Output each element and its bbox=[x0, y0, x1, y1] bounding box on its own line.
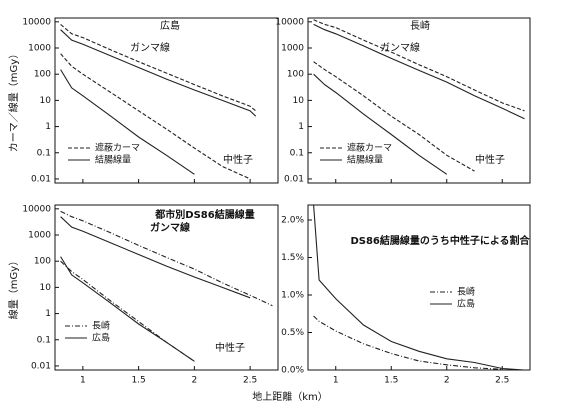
x-tick-label: 2.5 bbox=[495, 376, 509, 386]
x-tick-label: 1.5 bbox=[131, 376, 145, 386]
y-axis-label: カーマ／線量（mGy） bbox=[7, 49, 20, 152]
annotation: 中性子 bbox=[475, 153, 505, 166]
y-tick-label: 0.1 bbox=[290, 148, 304, 158]
series-line bbox=[313, 315, 503, 370]
y-tick-label: 2.0% bbox=[281, 216, 304, 226]
series-line bbox=[313, 205, 525, 370]
series-line bbox=[60, 216, 251, 299]
legend-label: 遮蔽カーマ bbox=[347, 142, 392, 154]
y-tick-label: 10000 bbox=[22, 17, 51, 27]
legend-label: 広島 bbox=[457, 298, 475, 310]
y-tick-label: 10 bbox=[40, 96, 52, 106]
y-tick-label: 0.1 bbox=[37, 335, 51, 345]
x-tick-label: 2.5 bbox=[243, 376, 257, 386]
annotation: ガンマ線 bbox=[380, 41, 420, 54]
plot-frame bbox=[307, 204, 531, 371]
x-tick-label: 1 bbox=[333, 376, 339, 386]
annotation: 中性子 bbox=[215, 341, 245, 354]
y-tick-label: 100 bbox=[34, 257, 51, 267]
y-tick-label: 0.01 bbox=[284, 174, 304, 184]
y-tick-label: 100 bbox=[34, 70, 51, 80]
legend-label: 長崎 bbox=[92, 320, 110, 332]
y-tick-label: 0.0% bbox=[281, 366, 304, 376]
y-tick-label: 1.5% bbox=[281, 253, 304, 263]
series-line bbox=[313, 23, 525, 120]
y-tick-label: 10000 bbox=[22, 204, 51, 214]
y-tick-label: 100 bbox=[287, 70, 304, 80]
series-line bbox=[60, 210, 273, 307]
series-line bbox=[313, 19, 525, 112]
y-tick-label: 1000 bbox=[281, 44, 304, 54]
series-line bbox=[60, 53, 251, 180]
y-tick-label: 1 bbox=[45, 309, 51, 319]
legend-label: 広島 bbox=[92, 332, 110, 344]
series-line bbox=[313, 73, 448, 175]
chart-title: 都市別DS86結腸線量 bbox=[154, 208, 254, 221]
x-tick-label: 1.5 bbox=[384, 376, 398, 386]
legend-label: 遮蔽カーマ bbox=[95, 142, 140, 154]
y-axis-label: 線量（mGy） bbox=[7, 256, 20, 319]
legend-label: 結腸線量 bbox=[95, 154, 131, 166]
y-tick-label: 0.01 bbox=[31, 174, 51, 184]
chart-title: 長崎 bbox=[410, 19, 430, 32]
y-tick-label: 1000 bbox=[28, 44, 51, 54]
y-tick-label: 10000 bbox=[275, 17, 304, 27]
x-axis-label: 地上距離（km） bbox=[252, 390, 328, 403]
y-tick-label: 0.5% bbox=[281, 328, 304, 338]
y-tick-label: 1.0% bbox=[281, 291, 304, 301]
x-tick-label: 2 bbox=[192, 376, 198, 386]
series-line bbox=[313, 61, 475, 172]
series-line bbox=[60, 23, 257, 112]
annotation: ガンマ線 bbox=[130, 41, 170, 54]
y-tick-label: 10 bbox=[293, 96, 305, 106]
y-tick-label: 1000 bbox=[28, 231, 51, 241]
legend-label: 結腸線量 bbox=[347, 154, 383, 166]
y-tick-label: 10 bbox=[40, 283, 52, 293]
chart-title: 広島 bbox=[160, 19, 180, 32]
y-tick-label: 1 bbox=[45, 122, 51, 132]
series-line bbox=[60, 69, 195, 175]
y-tick-label: 0.01 bbox=[31, 361, 51, 371]
y-tick-label: 0.1 bbox=[37, 148, 51, 158]
series-line bbox=[60, 256, 195, 362]
chart-subtitle: ガンマ線 bbox=[150, 221, 190, 234]
x-tick-label: 2 bbox=[444, 376, 450, 386]
legend-label: 長崎 bbox=[457, 286, 475, 298]
y-tick-label: 1 bbox=[298, 122, 304, 132]
series-line bbox=[60, 260, 195, 362]
chart-title: DS86結腸線量のうち中性子による割合 bbox=[350, 234, 530, 247]
annotation: 中性子 bbox=[223, 153, 253, 166]
x-tick-label: 1 bbox=[80, 376, 86, 386]
series-line bbox=[60, 29, 257, 117]
